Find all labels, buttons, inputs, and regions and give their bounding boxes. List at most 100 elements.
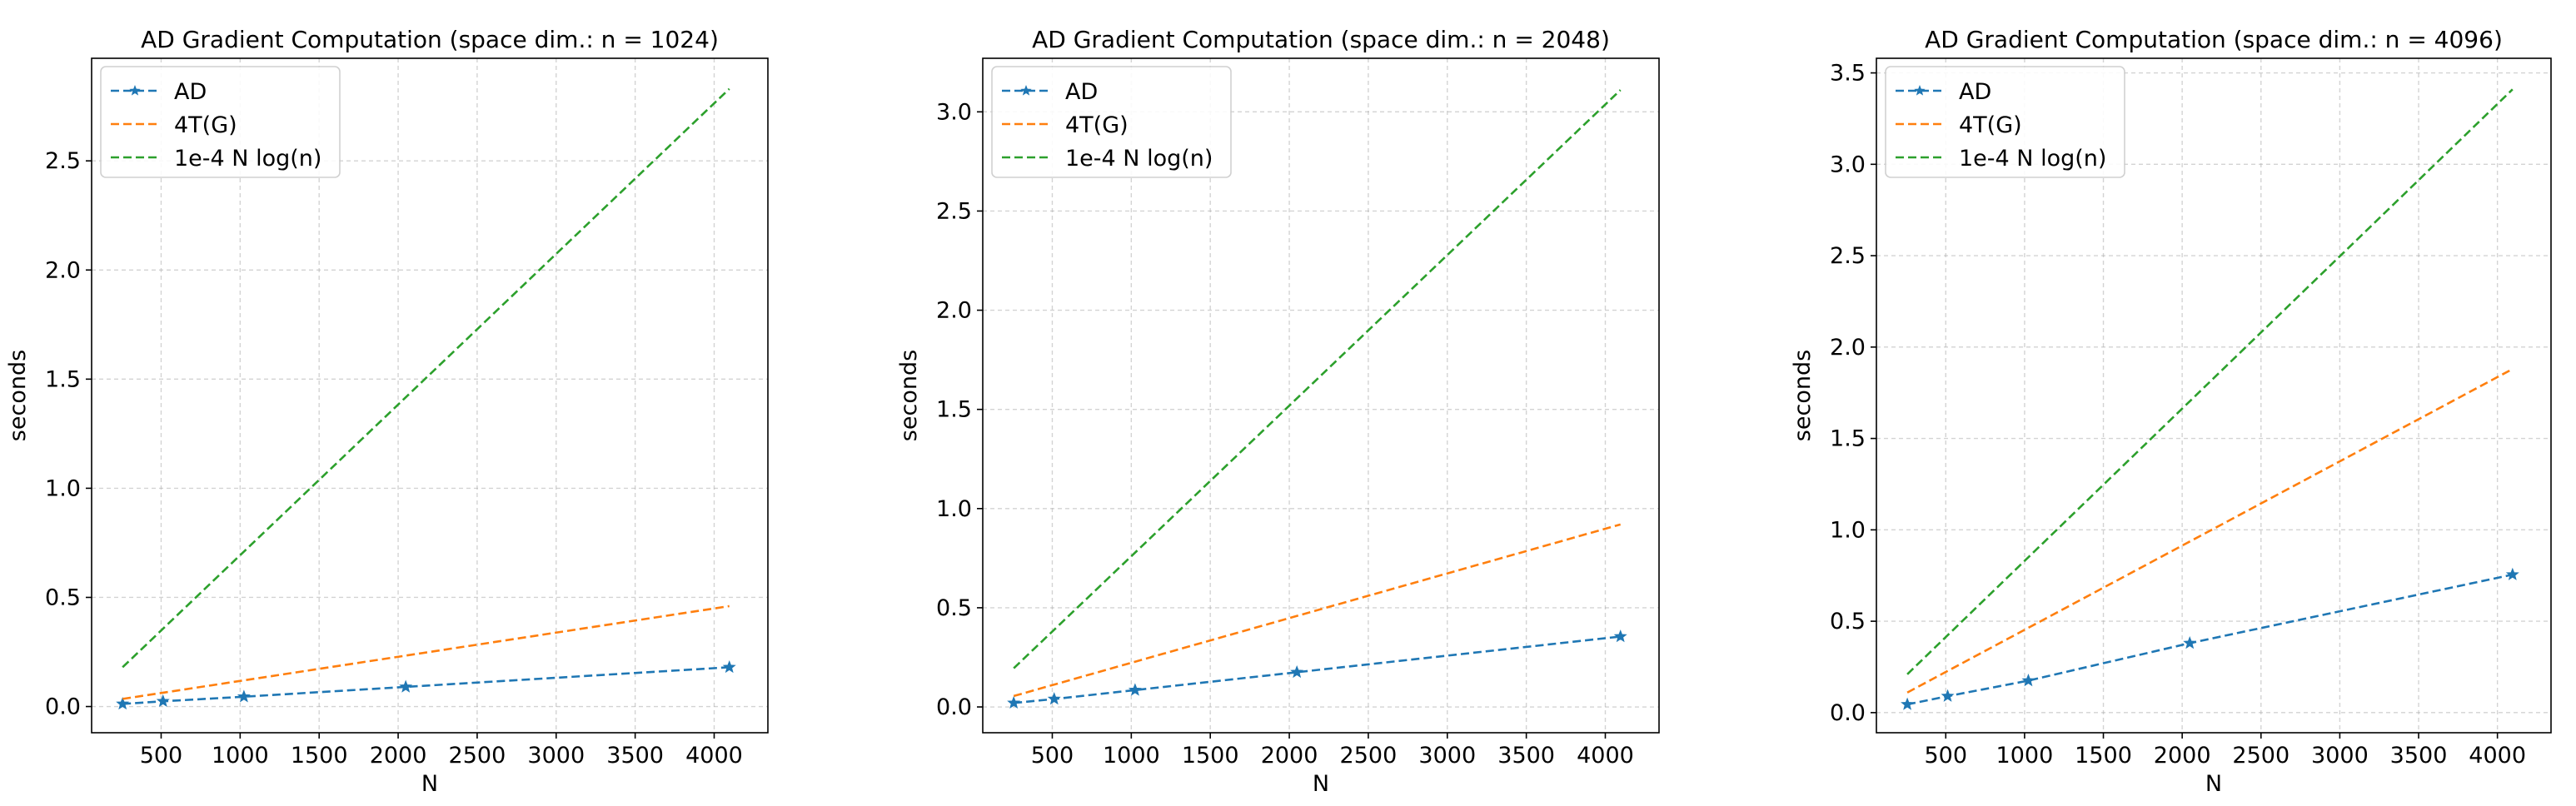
data-point-marker — [2505, 567, 2519, 580]
legend-item-4T(G): 4T(G) — [1002, 112, 1129, 138]
y-tick-label: 2.5 — [1830, 243, 1866, 269]
y-tick-label: 0.0 — [936, 694, 972, 720]
x-tick-label: 3500 — [2390, 743, 2448, 769]
series-1e-4 N log(n) — [122, 87, 730, 669]
legend-item-1e-4 N log(n): 1e-4 N log(n) — [1002, 146, 1213, 172]
y-axis-label: seconds — [5, 350, 31, 441]
y-axis-label: seconds — [896, 350, 922, 441]
x-tick-label: 3000 — [1418, 743, 1476, 769]
y-tick-label: 3.0 — [936, 99, 972, 125]
series-line — [1906, 573, 2514, 706]
y-tick-label: 2.0 — [1830, 335, 1866, 361]
x-tick-label: 2000 — [370, 743, 427, 769]
x-tick-label: 3500 — [606, 743, 664, 769]
legend-item-AD: AD — [111, 79, 207, 105]
x-tick-label: 1500 — [291, 743, 348, 769]
legend-item-4T(G): 4T(G) — [111, 112, 237, 138]
series-AD — [116, 659, 736, 710]
series-line — [1013, 523, 1622, 698]
x-tick-label: 1000 — [1996, 743, 2054, 769]
y-tick-label: 0.0 — [45, 694, 81, 720]
chart-title: AD Gradient Computation (space dim.: n =… — [1925, 26, 2503, 53]
axes-frame — [982, 57, 1660, 734]
axes-frame — [1876, 57, 2552, 734]
x-axis-label: N — [1313, 771, 1329, 797]
data-point-marker — [1047, 692, 1061, 705]
legend-label: 1e-4 N log(n) — [1959, 146, 2106, 172]
data-point-marker — [1128, 683, 1142, 696]
legend-item-1e-4 N log(n): 1e-4 N log(n) — [111, 146, 321, 172]
y-tick-label: 1.5 — [45, 366, 81, 392]
data-point-marker — [722, 659, 736, 674]
x-tick-label: 2000 — [2154, 743, 2211, 769]
series-1e-4 N log(n) — [1013, 89, 1622, 669]
grid-lines — [92, 58, 768, 733]
series-AD — [1007, 629, 1627, 709]
y-tick-label: 3.5 — [1830, 61, 1866, 87]
y-tick-label: 0.5 — [936, 595, 972, 621]
x-tick-label: 2500 — [449, 743, 506, 769]
chart-panel-1: 500 1000 1500 2000 2500 3000 3500 4000 0.0 0.5 1.0… — [5, 26, 769, 797]
legend-label: 4T(G) — [174, 112, 237, 138]
legend-item-4T(G): 4T(G) — [1896, 112, 2022, 138]
data-point-marker — [2021, 674, 2035, 687]
data-point-marker — [1901, 697, 1915, 710]
x-tick-label: 2500 — [1340, 743, 1398, 769]
y-tick-label: 1.0 — [45, 475, 81, 501]
y-tick-label: 3.0 — [1830, 152, 1866, 177]
x-tick-label: 4000 — [1577, 743, 1634, 769]
data-point-marker — [237, 689, 251, 703]
series-4T(G) — [122, 604, 730, 700]
x-tick-label: 500 — [140, 743, 183, 769]
legend-marker — [1914, 85, 1926, 96]
data-point-marker — [2183, 636, 2197, 649]
x-axis-label: N — [421, 771, 438, 797]
series-1e-4 N log(n) — [1906, 88, 2514, 675]
x-tick-label: 500 — [1031, 743, 1074, 769]
legend-box — [1885, 66, 2125, 178]
x-tick-label: 1000 — [1103, 743, 1160, 769]
x-tick-label: 2500 — [2232, 743, 2290, 769]
x-axis-label: N — [2205, 771, 2222, 797]
x-tick-label: 4000 — [685, 743, 743, 769]
y-tick-label: 1.0 — [1830, 517, 1866, 543]
series-line — [1906, 368, 2514, 694]
x-tick-label: 3000 — [527, 743, 585, 769]
y-tick-label: 1.5 — [936, 397, 972, 423]
legend-label: AD — [1959, 79, 1991, 105]
data-point-marker — [1613, 629, 1627, 643]
x-tick-label: 3500 — [1497, 743, 1555, 769]
chart-panel-2: 500 1000 1500 2000 2500 3000 3500 4000 0.0 0.5 1.0… — [896, 26, 1660, 797]
legend: AD 4T(G) 1e-4 N log(n) — [991, 66, 1232, 178]
legend-marker — [129, 85, 141, 96]
legend-box — [991, 66, 1232, 178]
data-point-marker — [1290, 664, 1304, 679]
series-line — [1013, 89, 1622, 669]
legend-label: 4T(G) — [1959, 112, 2022, 138]
series-4T(G) — [1013, 523, 1622, 698]
series-4T(G) — [1906, 368, 2514, 694]
y-tick-label: 2.0 — [936, 298, 972, 324]
legend-marker — [1020, 85, 1032, 96]
x-tick-label: 4000 — [2469, 743, 2526, 769]
chart-title: AD Gradient Computation (space dim.: n =… — [1032, 26, 1610, 53]
x-tick-label: 500 — [1924, 743, 1967, 769]
y-tick-label: 1.5 — [1830, 426, 1866, 452]
chart-panel-3: 500 1000 1500 2000 2500 3000 3500 4000 0.0 0.5 1.0… — [1790, 26, 2552, 797]
data-point-marker — [156, 694, 170, 708]
y-tick-label: 2.0 — [45, 257, 81, 283]
x-tick-label: 1000 — [212, 743, 269, 769]
legend-label: 1e-4 N log(n) — [174, 146, 321, 172]
y-tick-label: 2.5 — [45, 148, 81, 174]
series-line — [1014, 635, 1621, 704]
x-tick-label: 1500 — [1182, 743, 1239, 769]
series-AD — [1901, 567, 2519, 710]
legend: AD 4T(G) 1e-4 N log(n) — [100, 66, 341, 178]
legend-box — [100, 66, 341, 178]
legend-label: AD — [1065, 79, 1098, 105]
x-tick-label: 2000 — [1261, 743, 1318, 769]
data-point-marker — [1007, 695, 1021, 709]
series-line — [122, 666, 730, 705]
